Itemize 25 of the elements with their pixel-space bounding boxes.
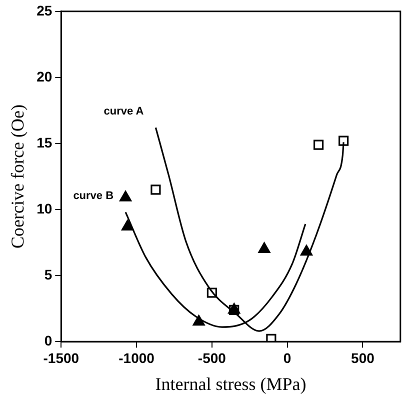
point xyxy=(120,190,132,202)
y-axis-title: Coercive force (Oe) xyxy=(8,104,28,248)
x-tick-label: 500 xyxy=(351,350,375,366)
point xyxy=(266,334,276,342)
y-tick-label: 10 xyxy=(36,200,52,216)
y-tick-label: 0 xyxy=(44,332,52,348)
point xyxy=(258,242,270,253)
point xyxy=(192,314,205,326)
x-tick-label: -500 xyxy=(198,350,226,366)
point xyxy=(338,136,349,146)
y-tick-label: 15 xyxy=(36,134,52,150)
point xyxy=(313,140,324,150)
x-tick-label: -1000 xyxy=(118,350,155,366)
point xyxy=(122,220,134,230)
x-tick-label: 0 xyxy=(283,350,292,366)
x-axis-title: Internal stress (MPa) xyxy=(155,374,306,394)
y-tick-label: 20 xyxy=(36,68,52,84)
y-tick-label: 5 xyxy=(44,266,52,282)
point xyxy=(300,244,312,256)
x-tick-label: -1500 xyxy=(43,350,80,366)
y-tick-label: 25 xyxy=(36,2,52,18)
annotation: curve A xyxy=(104,106,144,118)
annotation: curve B xyxy=(73,190,114,202)
point xyxy=(150,184,161,195)
point xyxy=(206,288,217,298)
